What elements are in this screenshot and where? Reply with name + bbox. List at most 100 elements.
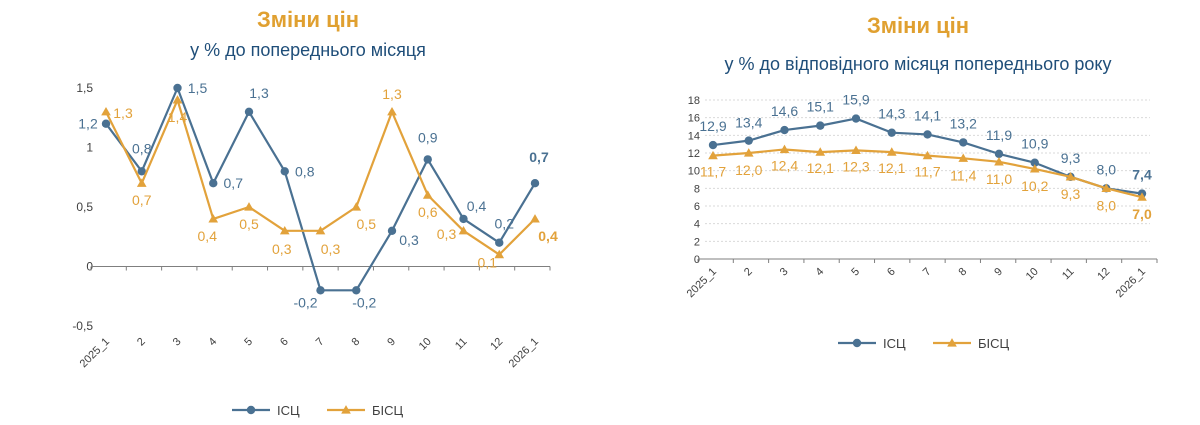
- data-label: 7,4: [1132, 167, 1152, 183]
- x-tick-label: 10: [1024, 266, 1041, 283]
- legend-label: ІСЦ: [277, 403, 300, 418]
- data-point: [923, 130, 932, 139]
- data-label: 10,2: [1021, 178, 1048, 194]
- data-label: 14,1: [914, 107, 941, 123]
- y-tick-label: -0,5: [72, 319, 93, 333]
- data-point: [779, 144, 790, 154]
- data-label: 0,7: [132, 192, 152, 208]
- data-label: 1,3: [382, 86, 402, 102]
- x-tick-label: 12: [488, 336, 505, 353]
- data-label: 0,5: [357, 216, 377, 232]
- y-tick-label: 4: [694, 219, 700, 231]
- chart-title: Зміни цін: [867, 13, 969, 38]
- data-label: 0,7: [224, 175, 244, 191]
- data-label: 0,8: [132, 140, 152, 156]
- data-point: [137, 167, 146, 176]
- data-point: [708, 150, 718, 160]
- data-label: 12,9: [699, 118, 726, 134]
- data-label: 12,1: [878, 160, 905, 176]
- data-point: [458, 225, 469, 235]
- x-tick-label: 2: [135, 336, 148, 349]
- x-tick-label: 2: [742, 266, 755, 279]
- data-point: [101, 119, 111, 128]
- x-tick-label: 5: [849, 266, 862, 279]
- data-label: 8,0: [1097, 161, 1117, 177]
- x-tick-label: 3: [171, 336, 184, 349]
- data-point: [422, 190, 433, 199]
- data-point: [494, 249, 505, 259]
- chart-yearly-change: Зміни цін у % до відповідного місяця поп…: [685, 13, 1158, 351]
- data-point: [959, 138, 968, 147]
- y-tick-label: 0: [694, 254, 700, 266]
- data-label: 15,9: [842, 92, 869, 108]
- data-point: [495, 238, 504, 247]
- x-tick-label: 6: [885, 266, 898, 279]
- legend-label: БІСЦ: [978, 336, 1010, 351]
- data-label: 0,4: [198, 228, 218, 244]
- data-label: -0,2: [352, 294, 376, 310]
- data-point: [244, 107, 254, 117]
- x-tick-label: 4: [814, 266, 827, 279]
- data-label: 0,2: [495, 216, 515, 232]
- y-tick-label: 12: [688, 148, 700, 160]
- x-tick-label: 11: [453, 336, 470, 353]
- x-tick-label: 2026_1: [1114, 266, 1148, 300]
- legend-marker: [947, 338, 957, 347]
- data-point: [708, 140, 718, 150]
- data-point: [780, 125, 789, 135]
- plot-area: -0,5 0 0,5 1 1,5 2025_1 2 3 4 5 6 7 8 9 10 11 12 2026_1 1,…: [72, 80, 558, 370]
- data-label: 0,1: [478, 255, 498, 271]
- y-tick-label: 6: [694, 201, 700, 213]
- data-label: 0,7: [529, 149, 549, 165]
- legend-marker: [341, 405, 351, 414]
- data-point: [743, 148, 754, 157]
- x-tick-label: 8: [350, 336, 363, 349]
- data-label: 15,1: [807, 99, 834, 115]
- data-label: 0,5: [239, 216, 259, 232]
- x-tick-label: 9: [385, 336, 398, 349]
- legend-marker: [246, 405, 256, 415]
- y-tick-label: 16: [688, 113, 700, 125]
- chart-title: Зміни цін: [257, 7, 359, 32]
- data-point: [316, 286, 325, 295]
- data-label: 14,6: [771, 103, 798, 119]
- x-tick-label: 2026_1: [507, 336, 541, 370]
- data-label: 9,3: [1061, 186, 1081, 202]
- data-label: 0,4: [538, 228, 558, 244]
- data-point: [994, 157, 1004, 166]
- data-label: 11,9: [986, 127, 1012, 143]
- data-label: 11,4: [950, 167, 976, 183]
- data-label: 12,0: [735, 162, 762, 178]
- legend: ІСЦ БІСЦ: [232, 403, 404, 418]
- data-point: [351, 202, 362, 211]
- y-tick-label: 1,5: [76, 81, 93, 95]
- y-tick-label: 0,5: [76, 200, 93, 214]
- data-label: 0,3: [437, 226, 457, 242]
- x-tick-label: 2025_1: [685, 266, 719, 300]
- data-label: 7,0: [1132, 206, 1152, 222]
- data-point: [530, 179, 540, 188]
- y-tick-label: 2: [694, 236, 700, 248]
- data-point: [279, 225, 290, 235]
- data-label: -0,2: [293, 294, 317, 310]
- y-tick-label: 1: [86, 141, 93, 155]
- y-tick-label: 18: [688, 95, 700, 107]
- legend-label: БІСЦ: [372, 403, 404, 418]
- data-label: 10,9: [1021, 136, 1048, 152]
- data-label: 12,3: [842, 158, 869, 174]
- x-tick-label: 10: [417, 336, 434, 353]
- data-point: [530, 214, 540, 223]
- x-tick-label: 5: [242, 336, 255, 349]
- legend-marker: [852, 338, 862, 348]
- data-label: 11,0: [986, 171, 1012, 187]
- data-label: 1,3: [249, 85, 269, 101]
- data-label: 0,3: [272, 241, 292, 257]
- data-point: [851, 114, 861, 123]
- data-label: 13,2: [950, 115, 977, 131]
- data-point: [816, 121, 825, 130]
- x-tick-label: 3: [778, 266, 791, 279]
- x-tick-label: 11: [1060, 266, 1077, 283]
- x-tick-label: 6: [278, 336, 291, 349]
- data-label: 13,4: [735, 115, 762, 131]
